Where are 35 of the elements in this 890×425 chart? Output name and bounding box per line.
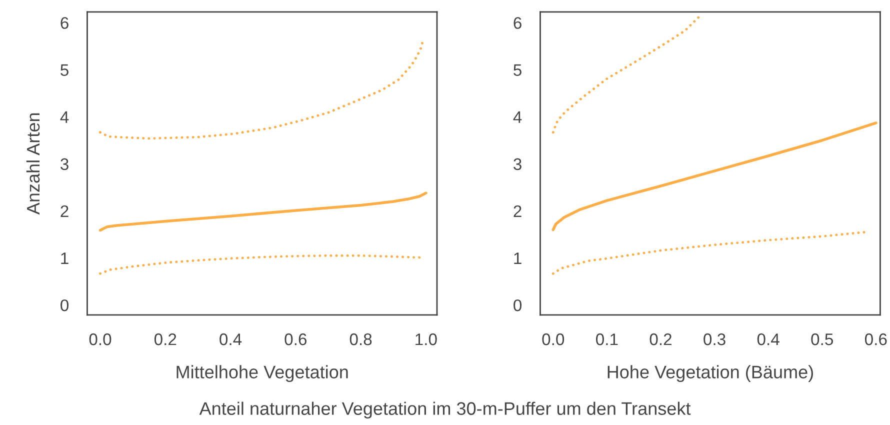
x-tick-label: 0.5 xyxy=(811,333,833,346)
x-tick-label: 0.6 xyxy=(864,333,887,346)
x-tick-label: 0.2 xyxy=(650,333,672,346)
x-tick-label: 0.1 xyxy=(596,333,618,346)
line-series xyxy=(552,230,866,275)
y-tick-label: 3 xyxy=(514,158,522,170)
y-tick-label: 4 xyxy=(60,111,69,123)
x-axis-title: Hohe Vegetation (Bäume) xyxy=(608,365,813,382)
x-tick-label: 0.2 xyxy=(154,333,176,346)
x-tick-label: 0.3 xyxy=(704,333,726,346)
x-tick-label: 0.0 xyxy=(89,333,112,346)
y-axis-title: Anzahl Arten xyxy=(26,113,40,215)
y-tick-label: 1 xyxy=(514,252,522,264)
y-tick-label: 0 xyxy=(60,299,69,312)
x-tick-label: 0.4 xyxy=(757,333,780,346)
line-series xyxy=(98,192,428,232)
y-tick-label: 1 xyxy=(61,252,68,264)
line-series xyxy=(98,254,421,275)
x-tick-label: 0.8 xyxy=(350,333,372,346)
y-tick-label: 6 xyxy=(60,17,68,29)
y-tick-label: 5 xyxy=(514,64,522,76)
y-tick-label: 4 xyxy=(513,111,522,123)
x-axis-title: Mittelhohe Vegetation xyxy=(176,365,348,382)
text: Anteil naturnaher Vegetation im 30-m-Puffer um den Transekt xyxy=(199,402,691,419)
y-tick-label: 6 xyxy=(514,17,522,29)
y-tick-label: 3 xyxy=(60,158,68,170)
y-tick-label: 2 xyxy=(60,205,68,217)
x-tick-label: 0.4 xyxy=(220,333,242,346)
x-tick-label: 1.0 xyxy=(416,333,437,346)
y-tick-label: 5 xyxy=(60,64,68,76)
x-tick-label: 0.0 xyxy=(542,333,564,346)
y-tick-label: 0 xyxy=(514,299,522,312)
y-tick-label: 2 xyxy=(514,205,522,217)
line-series xyxy=(552,122,878,232)
x-tick-label: 0.6 xyxy=(284,333,306,346)
